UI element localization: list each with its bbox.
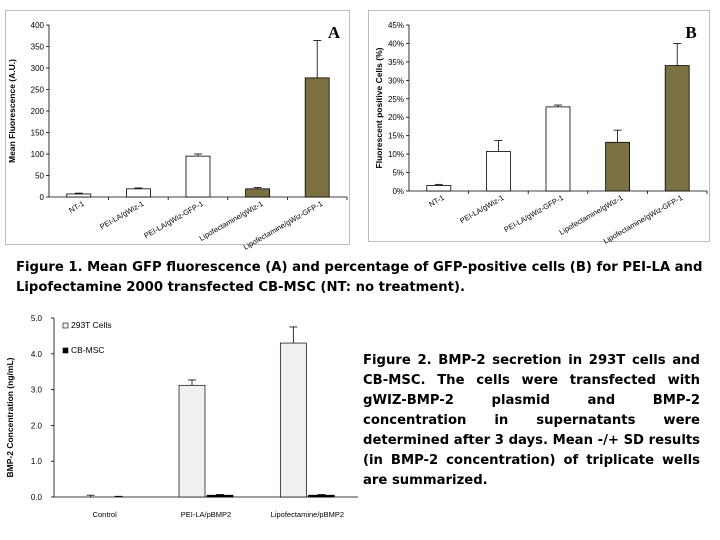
chart-c-legend-label: 293T Cells	[71, 320, 111, 330]
chart-a-y-tick-label: 350	[31, 43, 45, 52]
chart-b-svg: 0% 5% 10% 15% 20% 25% 30% 35% 40% 45% NT-1 PEI-LA/g…	[374, 21, 708, 246]
chart-c-svg: 0.0 1.0 2.0 3.0 4.0 5.0 Control PEI-LA/pBMP2 Lip…	[5, 314, 358, 519]
chart-b-x-tick-label: PEI-LA/gWiz-1	[458, 193, 505, 225]
chart-b-y-tick-label: 45%	[388, 21, 404, 30]
chart-b-bar	[486, 151, 511, 192]
figure-2-caption: Figure 2. BMP-2 secretion in 293T cells …	[363, 353, 700, 488]
chart-c-y-tick-label: 2.0	[31, 421, 43, 430]
chart-b-x-tick-label: PEI-LA/gWiz-GFP-1	[502, 193, 565, 234]
chart-a-y-tick-label: 100	[31, 150, 45, 159]
chart-a-y-tick-label: 0	[40, 193, 45, 202]
chart-c-bar-cb-msc	[206, 494, 234, 498]
chart-c-y-axis-title: BMP-2 Concentration (ng/mL)	[5, 357, 15, 477]
chart-c-y-tick-label: 5.0	[31, 314, 43, 323]
chart-c-y-tick-label: 0.0	[31, 493, 43, 502]
chart-a-bar	[185, 155, 211, 198]
chart-c-legend-swatch	[62, 322, 69, 329]
chart-b-panel-letter: B	[685, 23, 696, 42]
chart-a-y-tick-label: 50	[35, 172, 44, 181]
chart-b-bar	[605, 141, 631, 192]
chart-b-bar	[426, 185, 452, 192]
chart-b-y-tick-label: 0%	[392, 187, 404, 196]
chart-c-legend-label: CB-MSC	[71, 345, 105, 355]
chart-a-x-tick-label: PEI-LA/gWiz-GFP-1	[142, 199, 205, 240]
chart-a-svg: 0 50 100 150 200 250 300 350 400 NT-1 PEI-LA/gWiz-…	[7, 21, 348, 252]
chart-a-x-tick-label: NT-1	[67, 199, 86, 215]
chart-b-y-tick-label: 10%	[388, 150, 404, 159]
chart-b-y-tick-label: 35%	[388, 58, 404, 67]
figure-1-caption: Figure 1. Mean GFP fluorescence (A) and …	[16, 260, 703, 295]
chart-a-bar	[304, 77, 330, 198]
chart-b-y-tick-label: 5%	[392, 169, 404, 178]
chart-c-bar-cb-msc	[307, 494, 335, 498]
chart-b-panel: 0% 5% 10% 15% 20% 25% 30% 35% 40% 45% NT-1 PEI-LA/g…	[368, 10, 710, 246]
chart-c-bar-293t	[178, 384, 206, 498]
chart-b-y-tick-label: 15%	[388, 132, 404, 141]
chart-c-x-tick-label: Control	[93, 510, 118, 519]
chart-a-y-tick-label: 300	[31, 64, 45, 73]
chart-c-y-tick-label: 3.0	[31, 386, 43, 395]
chart-c-y-tick-label: 4.0	[31, 350, 43, 359]
chart-c-y-tick-label: 1.0	[31, 457, 43, 466]
chart-a-y-tick-label: 150	[31, 129, 45, 138]
chart-b-x-tick-label: NT-1	[427, 193, 446, 209]
chart-c-x-tick-label: Lipofectamine/pBMP2	[271, 510, 344, 519]
chart-a-panel: 0 50 100 150 200 250 300 350 400 NT-1 PEI-LA/gWiz-…	[5, 10, 350, 252]
chart-b-y-tick-label: 25%	[388, 95, 404, 104]
chart-a-y-axis-title: Mean Fluorescence (A.U.)	[7, 59, 17, 163]
chart-b-bar	[545, 106, 571, 192]
chart-a-x-tick-label: PEI-LA/gWiz-1	[98, 199, 145, 231]
chart-c-x-tick-label: PEI-LA/pBMP2	[181, 510, 231, 519]
chart-b-y-tick-label: 40%	[388, 39, 404, 48]
chart-b-bar	[664, 65, 690, 192]
chart-c-panel: 0.0 1.0 2.0 3.0 4.0 5.0 Control PEI-LA/pBMP2 Lip…	[0, 308, 360, 532]
chart-a-y-tick-label: 200	[31, 107, 45, 116]
chart-c-bar-293t	[279, 342, 307, 498]
chart-a-y-tick-label: 250	[31, 86, 45, 95]
chart-a-y-tick-label: 400	[31, 21, 45, 30]
chart-b-y-tick-label: 20%	[388, 113, 404, 122]
chart-a-bar	[245, 188, 271, 198]
chart-b-y-axis-title: Fluorescent positive Cells (%)	[374, 47, 384, 168]
chart-b-y-tick-label: 30%	[388, 76, 404, 85]
chart-a-panel-letter: A	[328, 23, 341, 42]
chart-a-bar	[126, 188, 151, 198]
chart-c-legend-swatch	[62, 347, 69, 354]
chart-a-bar	[66, 193, 92, 198]
